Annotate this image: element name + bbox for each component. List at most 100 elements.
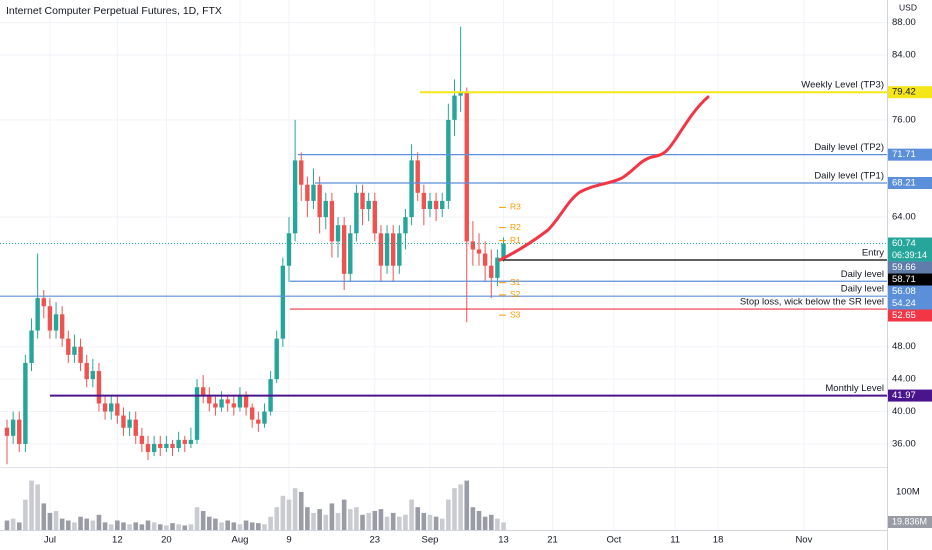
volume-bar (151, 522, 157, 530)
volume-bar (115, 520, 120, 530)
level-text: Daily level (841, 284, 884, 295)
candle-body (145, 443, 151, 453)
countdown-label: 06:39:14 (892, 250, 927, 260)
volume-bar (268, 516, 273, 530)
plot (0, 26, 887, 530)
candle-body (47, 306, 53, 331)
last-price-label: 60.74 (892, 238, 916, 249)
candle-body (299, 160, 304, 185)
y-tick-label: 88.00 (892, 17, 916, 28)
volume-bar (157, 524, 163, 530)
level-text: Stop loss, wick below the SR level (740, 297, 884, 308)
candle-body (501, 243, 506, 258)
candle-body (262, 411, 267, 424)
candle-body (225, 399, 230, 404)
candle-body (237, 395, 243, 408)
level-price-box (888, 389, 932, 402)
candle-body (84, 362, 89, 380)
currency-label: USD (899, 2, 917, 12)
level-price-box (888, 297, 932, 310)
x-tick-label: Sep (422, 535, 439, 546)
pivot-label: S3 (510, 309, 521, 319)
candle-body (464, 92, 469, 242)
candle-body (219, 399, 224, 408)
level-price-label: 58.71 (892, 274, 916, 285)
overlay: 88.00 84.00 76.00 64.00 48.00 44.00 40.00 36.00… (44, 17, 932, 546)
volume-bar (311, 512, 316, 530)
volume-bar (47, 512, 53, 530)
volume-bar (108, 524, 114, 530)
volume-bar (280, 495, 286, 530)
candle-body (452, 95, 457, 120)
volume-bar (23, 499, 28, 530)
volume-bar (317, 509, 322, 530)
volume-bar (488, 514, 494, 530)
candle-body (23, 362, 28, 444)
x-tick-label: 13 (498, 535, 509, 546)
candle-body (182, 439, 187, 444)
volume-last-box (888, 516, 932, 528)
volume-bar (139, 524, 145, 530)
x-tick-label: 21 (547, 535, 558, 546)
volume-bar (366, 512, 371, 530)
candle-body (433, 200, 439, 210)
level-price-box (888, 273, 932, 286)
last-price-box (888, 237, 932, 262)
candle-body (440, 200, 445, 210)
volume-bar (384, 516, 390, 530)
volume-bar (176, 524, 181, 530)
volume-bar (59, 518, 65, 530)
candle-body (409, 160, 414, 218)
candle-body (115, 403, 120, 416)
candle-body (305, 184, 310, 201)
candle-body (53, 314, 59, 331)
volume-bar (341, 499, 347, 530)
y-tick-label: 48.00 (892, 341, 916, 352)
volume-bar (305, 507, 310, 530)
candle-body (256, 419, 261, 424)
candle-body (292, 160, 298, 234)
candle-body (90, 371, 96, 380)
candle-body (354, 192, 359, 234)
level-price-label: 54.24 (892, 298, 916, 309)
candle-body (311, 184, 316, 201)
chart-title: Internet Computer Perpetual Futures, 1D,… (6, 5, 222, 17)
volume-bar (390, 512, 396, 530)
volume-bar (194, 507, 200, 530)
candle-body (489, 265, 494, 278)
level-text: Entry (862, 247, 884, 258)
candle-body (421, 192, 427, 210)
projection-path (498, 95, 710, 262)
level-price-label: 52.65 (892, 310, 916, 321)
candle-body (213, 403, 218, 408)
volume-bar (10, 518, 16, 530)
volume-bar (292, 488, 298, 530)
volume-last-label: 19.836M (892, 516, 927, 526)
candle-body (286, 233, 292, 266)
volume-bar (274, 507, 280, 530)
volume-bar (188, 524, 194, 530)
candle-body (341, 225, 347, 274)
volume-bar (397, 516, 402, 530)
candle-body (274, 338, 279, 380)
volume-bar (219, 522, 224, 530)
volume-bar (231, 522, 237, 530)
volume-bar (403, 514, 408, 530)
volume-bar (360, 514, 365, 530)
volume-tick-label: 100M (896, 487, 920, 498)
volume-bar (501, 522, 506, 530)
volume-bar (200, 511, 206, 530)
volume-bar (29, 480, 34, 530)
x-tick-label: 18 (713, 535, 724, 546)
candle-body (329, 200, 335, 242)
level-price-label: 41.97 (892, 390, 916, 401)
volume-bar (237, 524, 243, 530)
volume-bar (96, 514, 102, 530)
volume-bar (78, 516, 83, 530)
pivot-label: S1 (510, 277, 521, 287)
volume-bar (16, 522, 22, 530)
volume-bar (53, 511, 59, 530)
volume-bar (102, 522, 108, 530)
level-price-box (888, 148, 932, 161)
